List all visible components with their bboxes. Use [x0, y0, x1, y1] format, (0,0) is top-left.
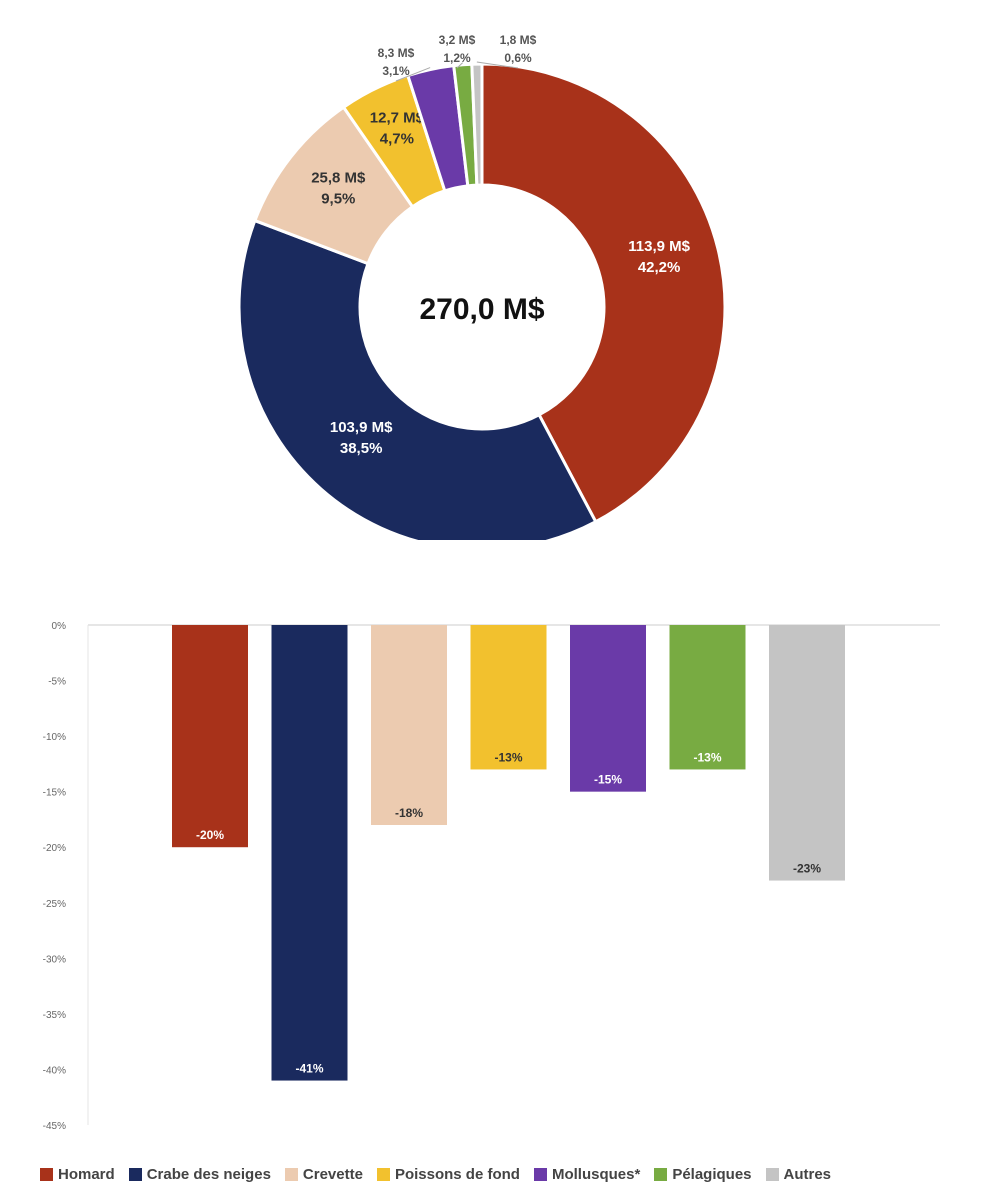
- donut-chart: 113,9 M$ 42,2% 103,9 M$ 38,5% 25,8 M$ 9,5% 12,…: [237, 33, 727, 540]
- bar-data-label-homard: -20%: [196, 828, 224, 842]
- legend-item-crabe-des-neiges: Crabe des neiges: [128, 1166, 271, 1183]
- slice-value-label-crabe-des-neiges: 103,9 M$: [330, 419, 393, 436]
- legend-label-homard: Homard: [58, 1166, 115, 1183]
- bar-mollusques: [570, 625, 646, 792]
- leader-line-pelagiques: [456, 62, 463, 69]
- legend-item-homard: Homard: [40, 1166, 115, 1183]
- y-tick-label: -20%: [43, 843, 66, 854]
- legend-item-poissons-de-fond: Poissons de fond: [376, 1166, 520, 1183]
- legend-label-autres: Autres: [783, 1166, 832, 1183]
- leader-line-mollusques: [395, 67, 431, 82]
- slice-value-label-crevette: 25,8 M$: [311, 170, 366, 187]
- pie-slice-homard: [480, 62, 727, 524]
- slice-pct-label-crevette: 9,5%: [321, 191, 355, 208]
- slice-value-label-mollusques: 8,3 M$: [378, 46, 415, 60]
- legend-swatch-mollusques: [533, 1168, 547, 1181]
- y-tick-label: -35%: [43, 1010, 66, 1021]
- y-tick-label: -30%: [43, 954, 66, 965]
- slice-pct-label-crabe-des-neiges: 38,5%: [340, 440, 383, 457]
- bar-autres: [769, 625, 845, 881]
- bar-homard: [172, 625, 248, 848]
- legend-item-autres: Autres: [765, 1166, 832, 1183]
- bar-poissons-de-fond: [470, 625, 547, 770]
- legend-item-crevette: Crevette: [284, 1166, 363, 1183]
- slice-pct-label-poissons-de-fond: 4,7%: [380, 130, 414, 147]
- legend: Homard Crabe des neiges Crevette Poissons d…: [40, 1166, 980, 1183]
- slice-value-label-pelagiques: 3,2 M$: [439, 33, 476, 47]
- bar-data-label-crevette: -18%: [395, 806, 423, 820]
- legend-swatch-homard: [40, 1168, 53, 1181]
- donut-center-total: 270,0 M$: [419, 293, 544, 326]
- y-tick-label: -5%: [48, 677, 66, 688]
- slice-pct-label-homard: 42,2%: [638, 259, 681, 276]
- slice-pct-label-pelagiques: 1,2%: [443, 51, 471, 65]
- legend-label-crevette: Crevette: [302, 1166, 363, 1183]
- legend-label-pelagiques: Pélagiques: [672, 1166, 752, 1183]
- bar-data-label-poissons-de-fond: -13%: [494, 750, 522, 764]
- y-tick-label: -40%: [43, 1065, 66, 1076]
- y-tick-label: -15%: [43, 788, 66, 799]
- bar-data-label-autres: -23%: [793, 862, 821, 876]
- legend-label-poissons-de-fond: Poissons de fond: [394, 1166, 520, 1183]
- bar-crevette: [371, 625, 447, 825]
- legend-label-crabe-des-neiges: Crabe des neiges: [146, 1166, 271, 1183]
- bar-data-label-pelagiques: -13%: [693, 750, 721, 764]
- y-tick-label: -10%: [43, 732, 66, 743]
- slice-value-label-homard: 113,9 M$: [628, 238, 690, 255]
- bar-pelagiques: [669, 625, 746, 770]
- slice-value-label-autres: 1,8 M$: [500, 33, 537, 47]
- slice-value-label-poissons-de-fond: 12,7 M$: [370, 109, 425, 126]
- bar-crabe-des-neiges: [271, 625, 348, 1081]
- legend-swatch-pelagiques: [654, 1168, 668, 1181]
- legend-swatch-crevette: [284, 1168, 298, 1181]
- bar-data-label-crabe-des-neiges: -41%: [295, 1062, 323, 1076]
- legend-item-pelagiques: Pélagiques: [654, 1166, 752, 1183]
- legend-item-mollusques: Mollusques*: [533, 1166, 641, 1183]
- y-tick-label: 0%: [52, 621, 67, 632]
- pie-slice-crabe-des-neiges: [237, 218, 598, 540]
- legend-swatch-autres: [765, 1168, 779, 1181]
- bar-chart: 0% -5% -10% -15% -20% -25% -30% -35% -40% -45% -20…: [43, 621, 940, 1132]
- legend-swatch-poissons-de-fond: [376, 1168, 390, 1181]
- legend-label-mollusques: Mollusques*: [551, 1166, 641, 1183]
- y-tick-label: -45%: [43, 1121, 66, 1132]
- pie-slice-autres: [470, 62, 484, 187]
- slice-pct-label-mollusques: 3,1%: [382, 64, 410, 78]
- leader-line-autres: [476, 61, 519, 69]
- slice-pct-label-autres: 0,6%: [504, 51, 532, 65]
- legend-swatch-crabe-des-neiges: [128, 1168, 142, 1181]
- y-tick-label: -25%: [43, 899, 66, 910]
- bar-data-label-mollusques: -15%: [594, 773, 622, 787]
